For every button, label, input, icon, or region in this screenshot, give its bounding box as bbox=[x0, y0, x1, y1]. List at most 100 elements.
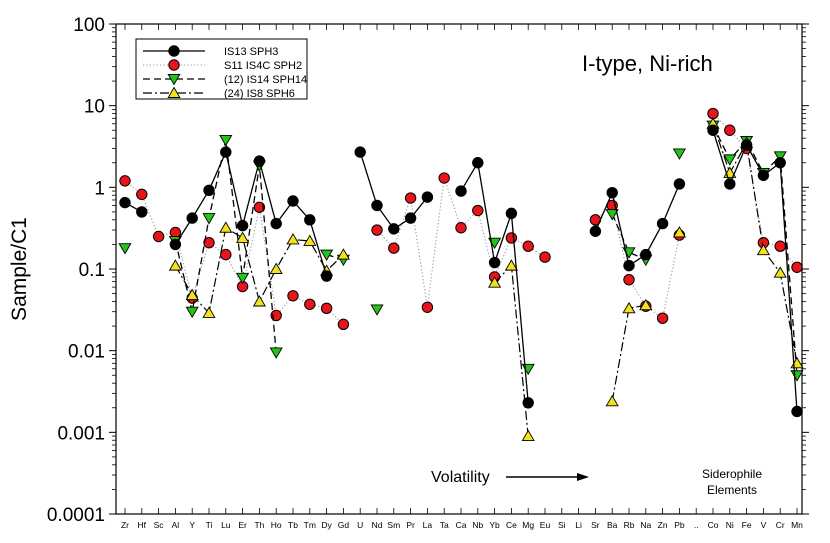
series-2-point bbox=[220, 248, 232, 261]
series-1-point bbox=[287, 195, 299, 207]
series-1-point bbox=[757, 169, 770, 182]
x-tick-label: Yb bbox=[489, 520, 500, 530]
series-4-point bbox=[672, 226, 686, 238]
series-4-line bbox=[611, 304, 646, 402]
x-tick-label: Al bbox=[172, 520, 180, 530]
volatility-label: Volatility bbox=[431, 469, 490, 486]
series-1-point bbox=[220, 146, 232, 158]
legend-label-2: S11 IS4C SPH2 bbox=[224, 60, 302, 72]
y-axis-label: Sample/C1 bbox=[8, 217, 31, 321]
series-3-point bbox=[236, 272, 250, 285]
series-1-point bbox=[253, 155, 266, 167]
x-tick-label: Y bbox=[189, 520, 195, 530]
x-tick-label: Hf bbox=[138, 520, 147, 530]
series-4-point bbox=[185, 288, 199, 300]
series-2-point bbox=[371, 224, 383, 236]
series-4-line bbox=[174, 226, 344, 315]
series-1-point bbox=[421, 191, 434, 203]
x-tick-label: La bbox=[423, 520, 433, 530]
x-tick-label: Nd bbox=[372, 520, 383, 530]
y-tick-label: 1 bbox=[94, 178, 105, 199]
series-2-point bbox=[421, 301, 434, 313]
series-3-point bbox=[370, 304, 384, 316]
series-1-point bbox=[656, 217, 669, 230]
x-tick-label: Rb bbox=[624, 520, 635, 530]
series-2-point bbox=[791, 261, 803, 273]
series-3-point bbox=[202, 213, 216, 225]
series-1-point bbox=[236, 219, 249, 232]
series-3-point bbox=[723, 154, 737, 166]
series-2 bbox=[119, 107, 803, 331]
series-2-point bbox=[455, 222, 467, 234]
series-2-point bbox=[505, 232, 518, 244]
series-4-line bbox=[712, 123, 798, 364]
series-2-point bbox=[656, 312, 669, 324]
series-2-point bbox=[404, 192, 417, 204]
x-tick-label: Zr bbox=[121, 520, 129, 530]
x-tick-label: V bbox=[761, 520, 767, 530]
series-1-point bbox=[724, 178, 736, 190]
x-tick-label: Ce bbox=[506, 520, 517, 530]
series-4-point bbox=[756, 243, 770, 256]
series-4-point bbox=[488, 276, 502, 288]
y-tick-label: 0.0001 bbox=[47, 505, 105, 526]
series-2-point bbox=[320, 302, 333, 315]
legend-box bbox=[135, 38, 308, 100]
series-4-point bbox=[219, 221, 233, 233]
series-2-point bbox=[119, 175, 131, 187]
x-tick-label: Pb bbox=[674, 520, 685, 530]
series-1-point bbox=[119, 196, 131, 209]
series-3-point bbox=[790, 370, 804, 382]
chart-title: I-type, Ni-rich bbox=[582, 51, 713, 76]
x-tick-label: Ti bbox=[206, 520, 213, 530]
series-3-point bbox=[773, 151, 787, 163]
x-tick-label: Co bbox=[708, 520, 719, 530]
x-tick-label: Sc bbox=[154, 520, 165, 530]
series-layer bbox=[118, 107, 804, 442]
series-3-point bbox=[672, 148, 686, 160]
series-1-point bbox=[472, 157, 484, 169]
x-tick-label: Mg bbox=[522, 520, 534, 530]
series-2-point bbox=[774, 240, 786, 252]
x-axis: Zr Hf Sc Al Y Ti Lu Er Th Ho Tb Tm Dy Gd U Nd Sm Pr La Ta Ca… bbox=[121, 24, 803, 530]
series-2-point bbox=[304, 298, 316, 310]
series-2-point bbox=[287, 290, 299, 302]
siderophile-label-2: Elements bbox=[707, 483, 757, 497]
y-tick-label: 0.01 bbox=[68, 342, 105, 363]
series-1-point bbox=[186, 212, 198, 224]
series-4-point bbox=[504, 259, 518, 271]
x-tick-label: Li bbox=[575, 520, 582, 530]
series-3-point bbox=[185, 306, 199, 319]
legend-label-4: (24) IS8 SPH6 bbox=[224, 88, 295, 100]
y-axis: 0.0001 0.001 0.01 0.1 1 10 100 bbox=[47, 15, 809, 526]
series-2-point bbox=[152, 230, 165, 243]
series-1-point bbox=[455, 185, 467, 197]
series-2-point bbox=[388, 242, 400, 254]
series-1-point bbox=[505, 207, 518, 220]
series-1-point bbox=[623, 259, 635, 272]
series-4-point bbox=[639, 298, 653, 311]
series-1-point bbox=[270, 217, 282, 230]
series-3-line bbox=[174, 139, 277, 353]
series-3-line bbox=[712, 125, 798, 376]
series-1-point bbox=[354, 146, 366, 158]
series-3-point bbox=[320, 249, 334, 262]
x-tick-label: .. bbox=[694, 520, 699, 530]
x-tick-label: Zn bbox=[658, 520, 668, 530]
series-1-point bbox=[522, 397, 534, 409]
series-2-point bbox=[623, 273, 635, 286]
series-4-point bbox=[269, 262, 283, 274]
series-2-point bbox=[522, 240, 534, 252]
x-tick-label: U bbox=[357, 520, 363, 530]
x-tick-label: Na bbox=[640, 520, 651, 530]
x-tick-label: Sr bbox=[591, 520, 600, 530]
series-1-point bbox=[169, 238, 182, 251]
series-4-point bbox=[286, 233, 300, 245]
series-3-point bbox=[521, 363, 535, 376]
series-1-point bbox=[707, 124, 719, 136]
series-3-point bbox=[219, 135, 233, 147]
series-2-point bbox=[253, 201, 266, 213]
series-2-line bbox=[124, 180, 344, 325]
series-2-point bbox=[707, 107, 719, 120]
